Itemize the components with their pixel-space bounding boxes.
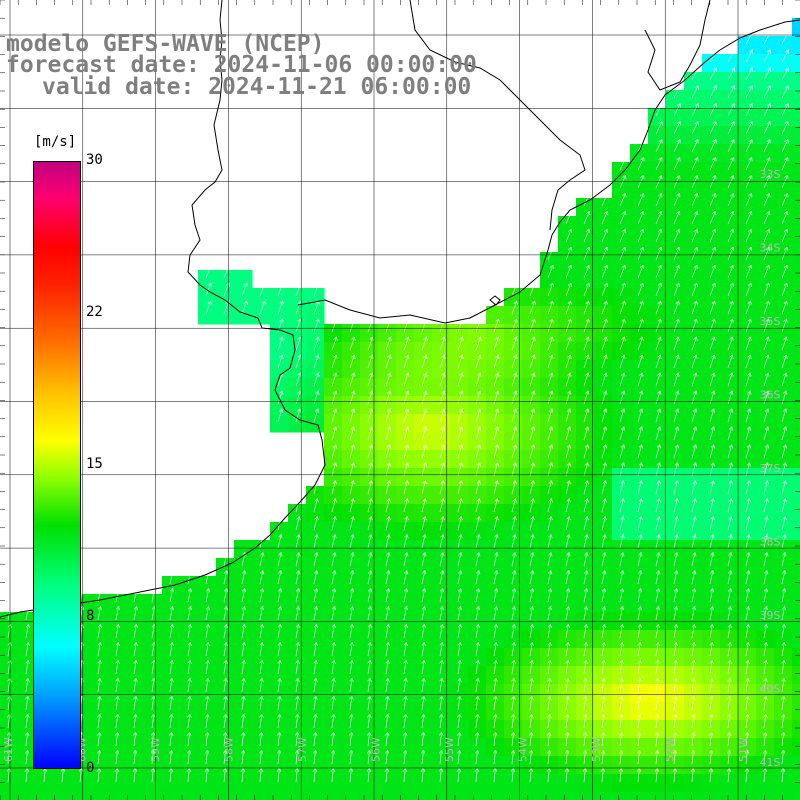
coast-inlet [489,295,501,306]
colorbar-tick-8: 8 [86,608,95,624]
lon-label: 59W [149,737,162,762]
lagoon-outline [644,0,711,91]
coastline-north [297,19,800,324]
latitude-labels: 33S 34S 35S 36S 37S 38S 39S 40S 41S [760,168,781,769]
colorbar-unit: [m/s] [34,134,77,150]
lon-label: 57W [296,737,309,762]
lat-label: 37S [760,462,781,475]
title-forecast-date: forecast date: 2024-11-06 00:00:00 [6,52,477,78]
lon-label: 54W [517,737,530,762]
colorbar [33,161,81,769]
lon-label: 53W [590,737,603,762]
lon-label: 56W [370,737,383,762]
colorbar-tick-30: 30 [86,152,103,168]
lat-label: 33S [760,168,781,181]
lat-label: 38S [760,536,781,549]
lon-label: 61W [2,737,15,762]
lat-label: 39S [760,609,781,622]
lon-label: 52W [664,737,677,762]
colorbar-tick-0: 0 [86,760,95,776]
lat-label: 36S [760,389,781,402]
lon-label: 58W [223,737,236,762]
uruguay-border [409,0,586,231]
lon-label: 51W [737,737,750,762]
title-model: modelo GEFS-WAVE (NCEP) [6,31,325,57]
wind-speed-field [0,18,800,800]
lat-label: 34S [760,242,781,255]
title-valid-date: valid date: 2024-11-21 06:00:00 [42,74,472,100]
coastline [0,0,326,618]
lat-label: 41S [760,756,781,769]
lon-label: 55W [443,737,456,762]
colorbar-tick-15: 15 [86,456,103,472]
colorbar-tick-22: 22 [86,304,103,320]
lat-label: 35S [760,315,781,328]
lat-label: 40S [760,683,781,696]
